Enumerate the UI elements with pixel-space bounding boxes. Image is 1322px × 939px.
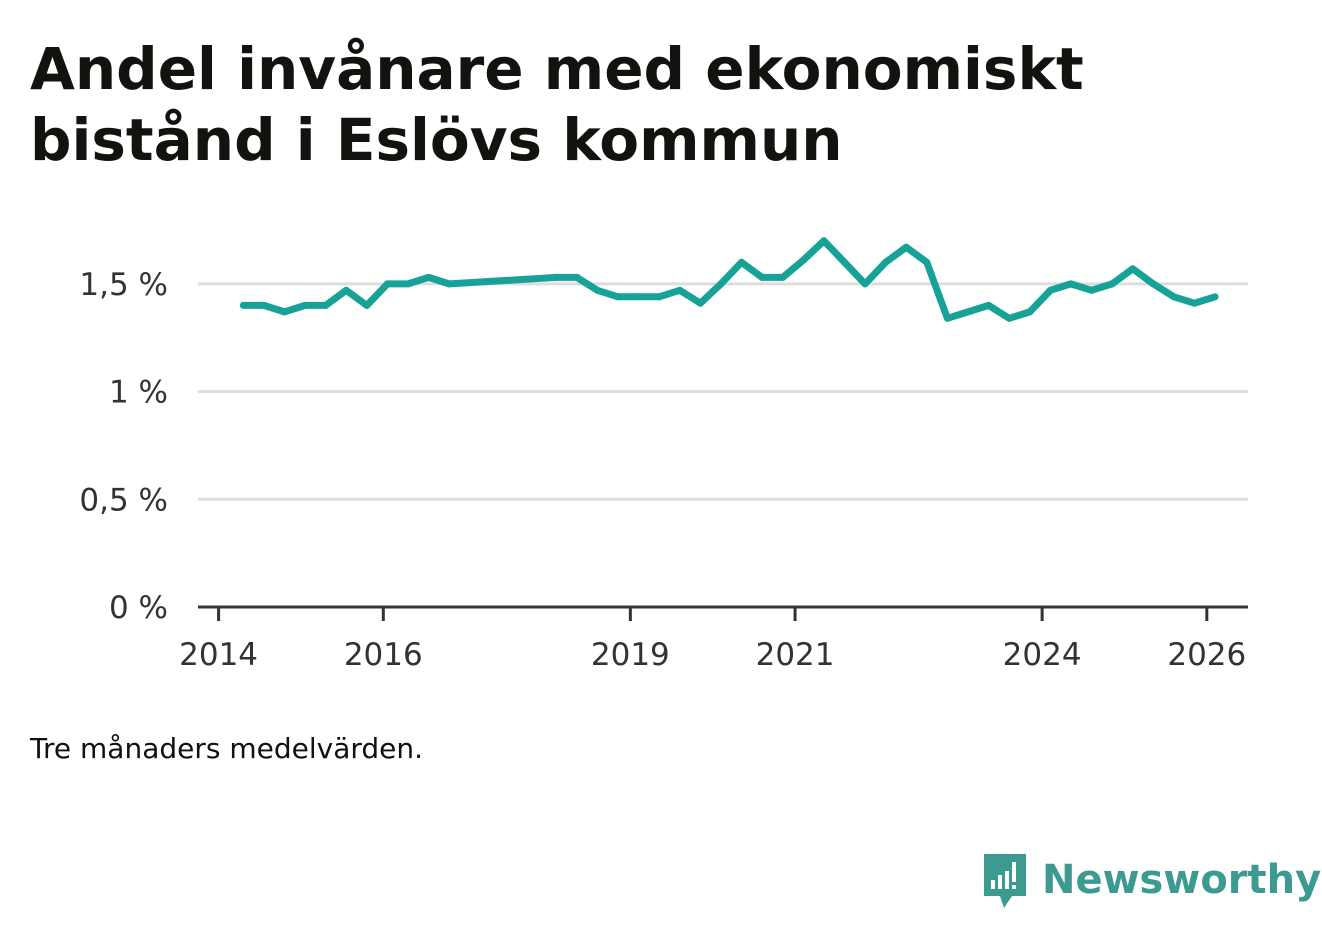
brand-name: Newsworthy <box>1042 857 1322 903</box>
data-point <box>655 293 663 301</box>
newsworthy-logo-icon <box>984 854 1026 908</box>
data-point <box>717 280 725 288</box>
data-point <box>758 273 766 281</box>
data-point <box>923 258 931 266</box>
data-point <box>363 301 371 309</box>
data-point <box>573 273 581 281</box>
data-point <box>779 273 787 281</box>
chart-note: Tre månaders medelvärden. <box>30 732 424 765</box>
data-point <box>841 258 848 266</box>
data-point <box>342 286 350 294</box>
y-tick-label: 0,5 % <box>79 482 168 518</box>
data-point <box>985 301 993 309</box>
series-layer <box>239 237 1219 322</box>
data-point <box>1149 280 1157 288</box>
data-point <box>1191 299 1198 307</box>
data-point <box>322 301 330 309</box>
data-point <box>696 299 704 307</box>
y-tick-labels: 0 % 0,5 % 1 % 1,5 % <box>79 267 168 626</box>
series-line <box>243 237 1217 322</box>
data-point <box>676 286 684 294</box>
data-point <box>552 273 560 281</box>
y-tick-label: 1,5 % <box>79 267 168 303</box>
data-point <box>1129 265 1137 273</box>
grid-lines <box>198 282 1248 501</box>
x-tick-label: 2026 <box>1167 637 1246 673</box>
data-point <box>943 314 951 322</box>
x-ticks <box>217 607 1209 621</box>
data-point <box>1170 293 1178 301</box>
data-point <box>383 280 391 288</box>
data-point <box>301 301 309 309</box>
x-tick-label: 2024 <box>1003 637 1082 673</box>
data-point <box>1026 308 1034 316</box>
x-tick-label: 2014 <box>179 637 258 673</box>
data-point <box>1108 280 1116 288</box>
data-point <box>820 237 828 245</box>
x-tick-labels: 2014 2016 2019 2021 2024 2026 <box>179 637 1246 673</box>
data-point <box>260 301 268 309</box>
data-point <box>799 256 807 264</box>
data-point <box>445 280 453 288</box>
data-point <box>425 273 433 281</box>
data-point <box>882 258 890 266</box>
data-point <box>738 258 745 266</box>
data-point <box>902 243 910 251</box>
brand-logo: Newsworthy <box>980 848 1321 912</box>
x-tick-label: 2021 <box>756 637 835 673</box>
data-point <box>1211 293 1219 301</box>
data-point <box>593 286 601 294</box>
data-point <box>1088 286 1095 294</box>
x-tick-label: 2016 <box>344 637 423 673</box>
data-point <box>239 301 247 309</box>
data-point <box>1046 286 1054 294</box>
y-tick-label: 1 % <box>109 375 168 411</box>
data-point <box>635 293 643 301</box>
x-tick-label: 2019 <box>591 637 670 673</box>
data-point <box>964 308 972 316</box>
data-point <box>614 293 622 301</box>
chart-title: Andel invånare med ekonomiskt bistånd i … <box>30 35 1084 174</box>
data-point <box>861 280 869 288</box>
data-point <box>1067 280 1075 288</box>
data-point <box>404 280 412 288</box>
data-point <box>1005 314 1013 322</box>
data-point <box>281 308 288 316</box>
y-tick-label: 0 % <box>109 590 168 626</box>
